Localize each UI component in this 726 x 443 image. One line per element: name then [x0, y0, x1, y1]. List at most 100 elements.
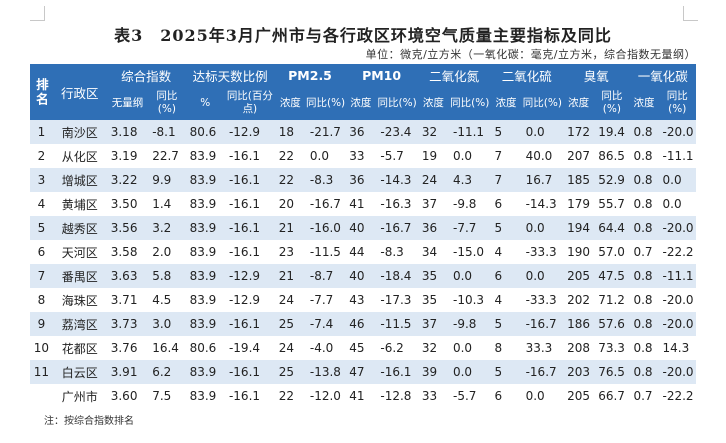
value-cell: 22	[274, 144, 306, 168]
value-cell: -16.3	[376, 192, 418, 216]
value-cell: 32	[417, 120, 449, 144]
value-cell: 21	[274, 264, 306, 288]
value-cell: 205	[563, 384, 595, 408]
district-cell: 海珠区	[52, 288, 107, 312]
value-cell: 22	[274, 168, 306, 192]
value-cell: 0.8	[629, 216, 659, 240]
value-cell: -20.0	[658, 312, 696, 336]
value-cell: 34	[417, 240, 449, 264]
value-cell: 6	[490, 192, 522, 216]
value-cell: -15.0	[448, 240, 491, 264]
value-cell: 0.8	[629, 312, 659, 336]
value-cell: -7.7	[305, 288, 346, 312]
value-cell: 83.9	[185, 240, 225, 264]
value-cell: -5.7	[448, 384, 491, 408]
crop-mark-right	[683, 6, 698, 21]
value-cell: 0.0	[448, 336, 491, 360]
value-cell: 0.0	[448, 360, 491, 384]
value-cell: 24	[417, 168, 449, 192]
value-cell: 179	[563, 192, 595, 216]
value-cell: 5	[490, 216, 522, 240]
sub-pm10-yoy: 同比(%)	[376, 86, 418, 120]
value-cell: 86.5	[594, 144, 630, 168]
value-cell: 6	[490, 264, 522, 288]
value-cell: 2.0	[148, 240, 186, 264]
value-cell: 3.91	[106, 360, 149, 384]
value-cell: -16.1	[224, 312, 275, 336]
value-cell: 71.2	[594, 288, 630, 312]
district-cell: 番禺区	[52, 264, 107, 288]
header-pm10: PM10	[345, 64, 418, 86]
value-cell: 64.4	[594, 216, 630, 240]
value-cell: 4.5	[148, 288, 186, 312]
table-row: 2 从化区 3.19 22.7 83.9 -16.1 22 0.0 33 -5.7 19 0.0 7 40…	[30, 144, 696, 168]
value-cell: 22.7	[148, 144, 186, 168]
value-cell: 203	[563, 360, 595, 384]
value-cell: 0.8	[629, 288, 659, 312]
value-cell: -16.1	[224, 168, 275, 192]
rank-cell	[30, 384, 53, 408]
sub-co-conc: 浓度	[629, 86, 659, 120]
value-cell: 83.9	[185, 144, 225, 168]
rank-cell: 4	[30, 192, 53, 216]
value-cell: 33.3	[521, 336, 564, 360]
value-cell: 202	[563, 288, 595, 312]
sub-unitless: 无量纲	[106, 86, 149, 120]
value-cell: 0.0	[658, 168, 696, 192]
value-cell: 14.3	[658, 336, 696, 360]
value-cell: -16.7	[521, 312, 564, 336]
value-cell: 190	[563, 240, 595, 264]
sub-co-yoy: 同比(%)	[658, 86, 696, 120]
value-cell: -12.9	[224, 288, 275, 312]
sub-pm10-conc: 浓度	[345, 86, 377, 120]
value-cell: 1.4	[148, 192, 186, 216]
value-cell: 4.3	[448, 168, 491, 192]
value-cell: 80.6	[185, 336, 225, 360]
district-cell: 荔湾区	[52, 312, 107, 336]
value-cell: -20.0	[658, 120, 696, 144]
value-cell: 0.8	[629, 264, 659, 288]
value-cell: 37	[417, 312, 449, 336]
value-cell: 5	[490, 120, 522, 144]
value-cell: 186	[563, 312, 595, 336]
district-cell: 从化区	[52, 144, 107, 168]
value-cell: -14.3	[521, 192, 564, 216]
value-cell: 83.9	[185, 312, 225, 336]
value-cell: 3.63	[106, 264, 149, 288]
value-cell: 0.0	[305, 144, 346, 168]
rank-cell: 8	[30, 288, 53, 312]
value-cell: 19	[417, 144, 449, 168]
value-cell: -7.4	[305, 312, 346, 336]
value-cell: 45	[345, 336, 377, 360]
sub-so2-yoy: 同比(%)	[521, 86, 564, 120]
value-cell: 32	[417, 336, 449, 360]
district-cell: 花都区	[52, 336, 107, 360]
value-cell: 7	[490, 168, 522, 192]
value-cell: 22	[274, 384, 306, 408]
value-cell: -8.7	[305, 264, 346, 288]
value-cell: 0.0	[658, 192, 696, 216]
sub-o3-conc: 浓度	[563, 86, 595, 120]
rank-cell: 6	[30, 240, 53, 264]
value-cell: 36	[345, 168, 377, 192]
value-cell: 43	[345, 288, 377, 312]
value-cell: -33.3	[521, 240, 564, 264]
rank-cell: 7	[30, 264, 53, 288]
value-cell: -16.1	[224, 216, 275, 240]
value-cell: 25	[274, 360, 306, 384]
value-cell: 0.0	[521, 216, 564, 240]
value-cell: 5	[490, 360, 522, 384]
value-cell: -16.0	[305, 216, 346, 240]
rank-cell: 3	[30, 168, 53, 192]
table-row: 9 荔湾区 3.73 3.0 83.9 -16.1 25 -7.4 46 -11.5 37 -9.8 5…	[30, 312, 696, 336]
table-title: 表3 2025年3月广州市与各行政区环境空气质量主要指标及同比	[114, 26, 612, 45]
value-cell: 23	[274, 240, 306, 264]
header-ozone: 臭氧	[563, 64, 630, 86]
table-row: 11 白云区 3.91 6.2 83.9 -16.1 25 -13.8 47 -16.1 39 0.0…	[30, 360, 696, 384]
value-cell: -22.2	[658, 384, 696, 408]
table-row: 广州市 3.60 7.5 83.9 -16.1 22 -12.0 41 -12.8 33 -5.7 6…	[30, 384, 696, 408]
value-cell: 3.2	[148, 216, 186, 240]
value-cell: 0.7	[629, 384, 659, 408]
value-cell: 3.60	[106, 384, 149, 408]
value-cell: 55.7	[594, 192, 630, 216]
